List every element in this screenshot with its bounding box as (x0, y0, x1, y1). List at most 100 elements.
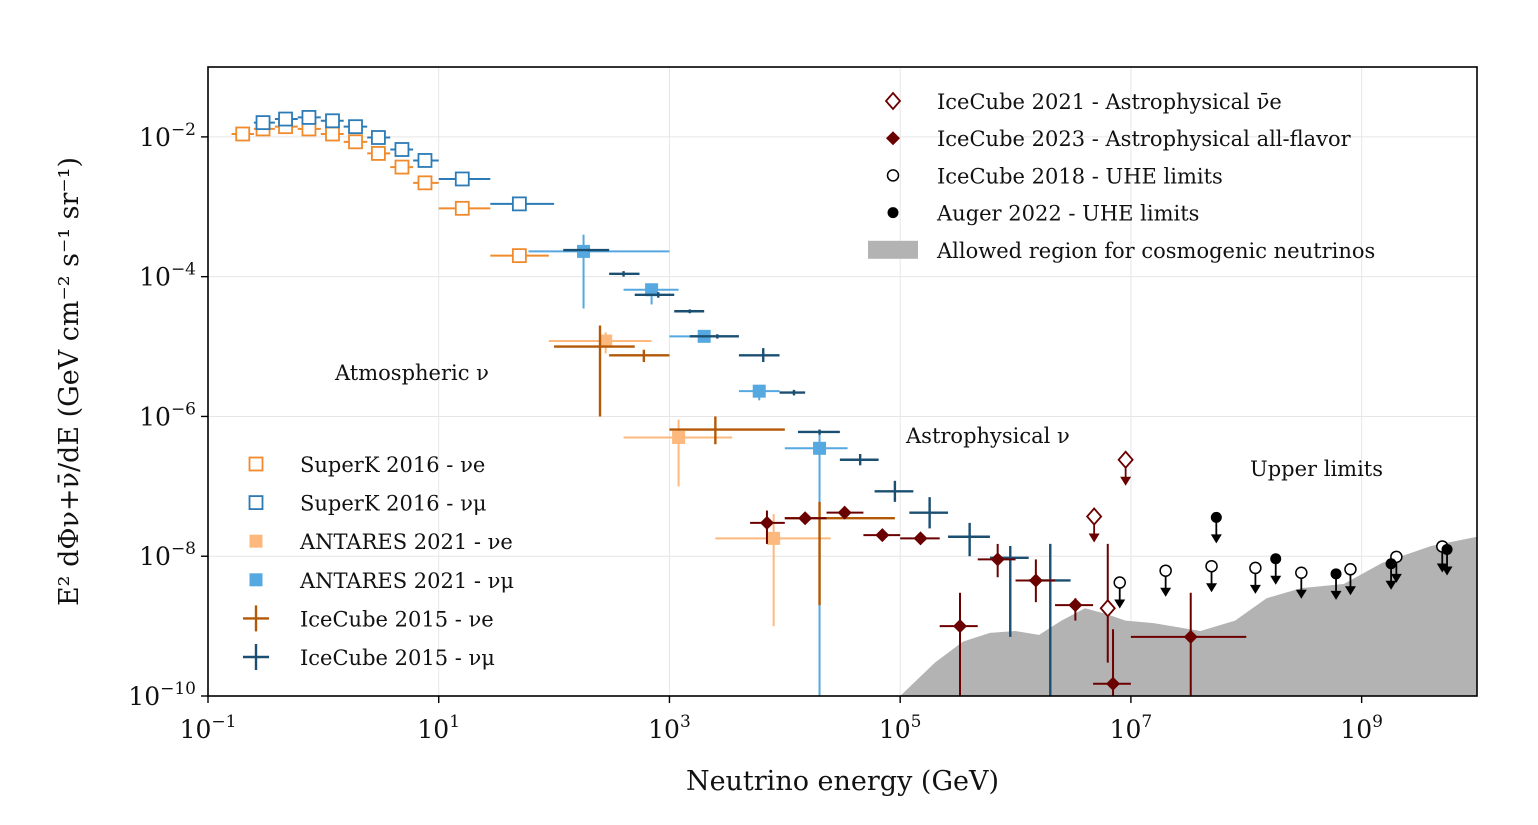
data-point (274, 111, 298, 127)
data-point (977, 543, 1016, 578)
data-point (1249, 561, 1262, 594)
data-point (231, 126, 254, 142)
upper-limit-arrow-head (1270, 575, 1282, 585)
open-square-marker (394, 159, 410, 175)
filled-diamond-marker (1028, 573, 1043, 588)
data-point (1055, 598, 1094, 621)
annotation-upper-limits: Upper limits (1250, 457, 1383, 481)
series-antares-2021-e (548, 332, 831, 627)
annotation-atmospheric: Atmospheric ν (334, 361, 489, 385)
data-point (609, 271, 640, 277)
filled-circle-marker (887, 207, 899, 219)
x-tick-label: 107 (1110, 712, 1153, 744)
data-point (1344, 563, 1357, 596)
x-tick-label: 101 (417, 712, 460, 744)
legend-entry: SuperK 2016 - νe (248, 453, 485, 477)
open-circle-marker (1344, 563, 1357, 576)
legend-label: SuperK 2016 - νμ (300, 492, 487, 516)
open-square-marker (248, 495, 264, 511)
open-circle-marker (1159, 564, 1172, 577)
data-point (1385, 558, 1397, 590)
upper-limit-arrow-head (1441, 566, 1453, 576)
data-point (839, 454, 879, 466)
filled-square-marker (767, 531, 781, 545)
x-tick-label: 10−1 (180, 712, 237, 744)
open-square-marker (417, 153, 433, 168)
data-point (1117, 450, 1134, 486)
legend-entry: IceCube 2023 - Astrophysical all-flavor (886, 127, 1352, 151)
legend-label: IceCube 2015 - νe (300, 607, 494, 631)
legend-upper: IceCube 2021 - Astrophysical ν̄e IceCube … (868, 90, 1375, 263)
legend-label: IceCube 2018 - UHE limits (937, 164, 1223, 188)
upper-limit-arrow-head (1114, 599, 1126, 609)
data-point (490, 196, 555, 212)
data-point (343, 119, 368, 135)
open-square-marker (348, 134, 363, 150)
data-point (674, 309, 705, 314)
filled-square-marker (249, 573, 263, 587)
legend-label: Allowed region for cosmogenic neutrinos (936, 239, 1375, 263)
legend-entry: IceCube 2021 - Astrophysical ν̄e (884, 90, 1282, 114)
open-diamond-marker (884, 91, 902, 111)
open-square-marker (371, 146, 386, 161)
data-point (320, 126, 344, 142)
data-point (715, 514, 831, 627)
open-square-marker (394, 142, 410, 157)
data-point (413, 175, 439, 191)
data-point (563, 248, 610, 252)
data-point (1441, 543, 1453, 576)
open-square-marker (454, 171, 470, 187)
open-diamond-marker (1085, 507, 1103, 526)
data-point (1085, 507, 1103, 543)
upper-limit-arrow-head (1160, 587, 1172, 597)
series-icecube-2021-astrophysical-e (1099, 543, 1116, 663)
filled-diamond-marker (1106, 676, 1121, 691)
upper-limit-arrow-head (1295, 589, 1307, 599)
open-square-marker (325, 126, 340, 142)
series-icecube-2015-e (554, 325, 895, 606)
legend-entry: IceCube 2015 - νμ (243, 644, 495, 670)
legend-entry: Allowed region for cosmogenic neutrinos (868, 239, 1375, 263)
data-point (297, 110, 321, 125)
data-point (669, 416, 785, 445)
legend-entry: IceCube 2015 - νe (243, 605, 494, 632)
cosmogenic-allowed-region (900, 536, 1477, 696)
data-point (1390, 550, 1403, 583)
y-tick-label: 10−2 (139, 120, 196, 152)
data-point (1270, 553, 1282, 585)
upper-limit-arrow-head (1088, 533, 1100, 543)
data-point (948, 522, 990, 557)
data-point (438, 171, 491, 187)
open-square-marker (348, 119, 363, 135)
open-square-marker (248, 456, 264, 472)
legend-entry: Auger 2022 - UHE limits (887, 202, 1199, 226)
legend-label: IceCube 2021 - Astrophysical ν̄e (937, 90, 1282, 114)
data-point (390, 159, 414, 175)
legend-label: IceCube 2015 - νμ (300, 646, 495, 670)
series-icecube-2015- (563, 248, 1071, 696)
data-point (1113, 576, 1126, 609)
filled-circle-marker (1385, 558, 1397, 570)
open-square-marker (255, 115, 271, 131)
filled-diamond-marker (913, 531, 928, 546)
filled-circle-marker (1210, 511, 1222, 523)
legend-entry: ANTARES 2021 - νμ (249, 569, 514, 593)
open-circle-marker (1249, 561, 1262, 575)
filled-square-marker (577, 244, 591, 258)
legend-label: IceCube 2023 - Astrophysical all-flavor (937, 127, 1352, 151)
data-point (1295, 566, 1308, 599)
open-diamond-marker (1099, 598, 1116, 618)
filled-diamond-marker (798, 511, 813, 526)
open-circle-marker (1295, 566, 1308, 580)
data-point (343, 134, 368, 150)
data-point (634, 292, 675, 298)
data-point (1130, 592, 1247, 696)
open-square-marker (325, 113, 340, 129)
open-square-marker (371, 130, 386, 145)
legend-label: ANTARES 2021 - νe (299, 530, 513, 554)
y-tick-label: 10−8 (139, 539, 196, 571)
data-point (438, 200, 491, 216)
data-point (413, 153, 439, 168)
data-point (689, 334, 739, 339)
data-point (554, 325, 635, 417)
